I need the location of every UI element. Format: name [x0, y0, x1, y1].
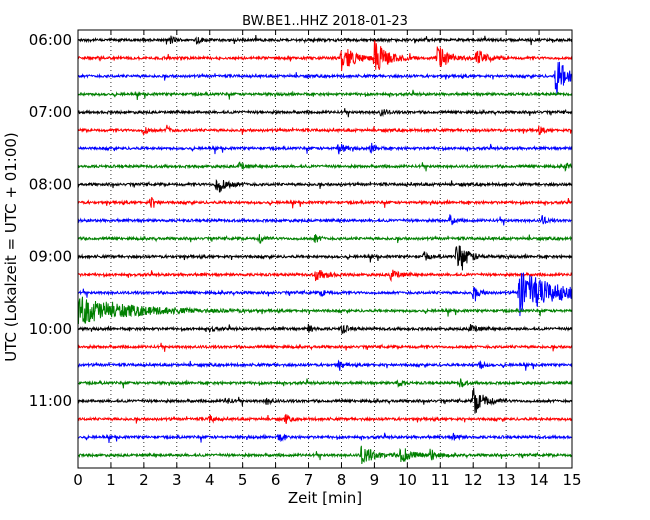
trace-0645: [77, 89, 573, 101]
trace-0615: [77, 40, 573, 72]
trace-1115: [77, 413, 573, 424]
x-tick-label: 9: [370, 471, 380, 489]
y-tick-label: 07:00: [29, 103, 72, 121]
x-tick-label: 10: [398, 471, 417, 489]
trace-0915: [77, 269, 573, 283]
x-tick-label: 5: [238, 471, 248, 489]
x-tick-label: 8: [337, 471, 347, 489]
trace-0730: [77, 142, 573, 155]
x-tick-label: 13: [497, 471, 516, 489]
trace-1000: [77, 323, 573, 334]
x-tick-label: 11: [431, 471, 450, 489]
x-axis-label: Zeit [min]: [288, 489, 362, 507]
y-tick-label: 09:00: [29, 248, 72, 266]
x-tick-label: 4: [205, 471, 215, 489]
y-tick-label: 06:00: [29, 31, 72, 49]
x-tick-label: 3: [172, 471, 182, 489]
trace-0715: [77, 124, 573, 136]
trace-0745: [77, 161, 573, 172]
trace-1030: [77, 359, 573, 371]
y-tick-label: 11:00: [29, 392, 72, 410]
trace-0845: [77, 234, 573, 245]
trace-1045: [77, 378, 573, 389]
plot-frame: [77, 29, 573, 469]
x-tick-label: 14: [530, 471, 549, 489]
traces: [77, 35, 573, 465]
x-tick-label: 2: [139, 471, 149, 489]
trace-0700: [77, 108, 573, 118]
trace-1015: [77, 342, 573, 352]
y-tick-label: 10:00: [29, 320, 72, 338]
x-tick-label: 7: [304, 471, 314, 489]
y-axis: 06:00 07:00 08:00 09:00 10:00 11:00: [29, 31, 572, 410]
x-tick-label: 6: [271, 471, 281, 489]
chart-title: BW.BE1..HHZ 2018-01-23: [242, 14, 408, 29]
x-tick-label: 0: [73, 471, 83, 489]
x-tick-label: 1: [106, 471, 116, 489]
trace-0800: [77, 178, 573, 193]
trace-0600: [77, 35, 573, 46]
trace-1100: [77, 387, 573, 414]
trace-0900: [77, 245, 573, 271]
trace-0630: [77, 61, 573, 96]
trace-0930: [77, 272, 573, 317]
trace-1145: [77, 445, 573, 465]
y-tick-label: 08:00: [29, 175, 72, 193]
y-axis-label: UTC (Lokalzeit = UTC + 01:00): [2, 132, 20, 362]
trace-1130: [77, 432, 573, 443]
trace-0945: [77, 296, 573, 324]
x-tick-label: 15: [562, 471, 581, 489]
trace-0815: [77, 197, 573, 209]
x-axis: 0 1 2 3 4 5 6 7 8 9 10 11 12 13 14 15: [73, 30, 582, 489]
x-tick-label: 12: [464, 471, 483, 489]
trace-0830: [77, 214, 573, 226]
